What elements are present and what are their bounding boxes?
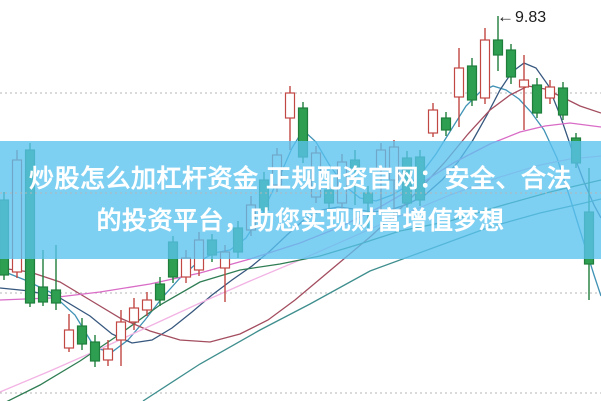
- candlestick-chart: [0, 16, 601, 401]
- stock-chart-page: 炒股怎么加杠杆资金 正规配资官网：安全、合法 的投资平台，助您实现财富增值梦想 …: [0, 8, 601, 401]
